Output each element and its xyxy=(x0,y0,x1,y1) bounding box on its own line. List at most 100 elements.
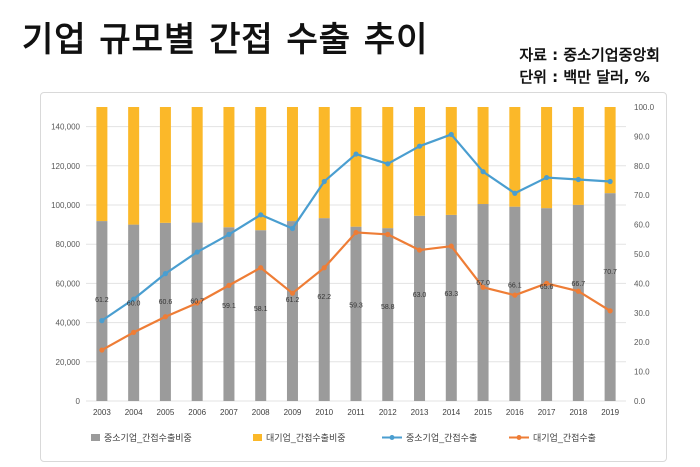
bar-large-share xyxy=(128,107,140,225)
data-label: 66.7 xyxy=(572,281,586,288)
x-tick-label: 2003 xyxy=(93,408,111,417)
bar-sme-share xyxy=(604,193,616,401)
legend-swatch xyxy=(91,434,100,441)
source-label: 자료 : 중소기업중앙회 xyxy=(519,46,660,64)
x-tick-label: 2007 xyxy=(220,408,238,417)
data-label: 67.0 xyxy=(476,280,490,287)
sme-export-point xyxy=(226,231,232,237)
large-export-point xyxy=(607,308,613,314)
bar-sme-share xyxy=(382,228,394,401)
large-export-point xyxy=(162,314,169,320)
bar-large-share xyxy=(541,107,553,209)
legend-label: 중소기업_간접수출 xyxy=(406,432,477,443)
bar-large-share xyxy=(318,107,330,219)
legend-label: 대기업_간접수출 xyxy=(533,432,596,443)
legend-swatch-marker xyxy=(516,435,522,440)
large-export-point xyxy=(131,329,137,335)
sme-export-point xyxy=(162,271,169,277)
legend-swatch xyxy=(253,434,262,441)
sme-export-point xyxy=(353,151,359,157)
bar-sme-share xyxy=(255,230,267,401)
bar-large-share xyxy=(445,107,457,215)
x-tick-label: 2009 xyxy=(284,408,302,417)
y-left-tick: 60,000 xyxy=(56,279,81,288)
large-export-point xyxy=(448,243,454,249)
y-right-tick: 30.0 xyxy=(634,309,650,318)
x-tick-label: 2011 xyxy=(347,408,365,417)
bar-large-share xyxy=(286,107,298,222)
x-tick-label: 2010 xyxy=(315,408,333,417)
bar-sme-share xyxy=(191,222,203,401)
legend-label: 중소기업_간접수출비중 xyxy=(104,432,192,443)
bar-sme-share xyxy=(286,221,298,401)
x-tick-label: 2012 xyxy=(379,408,397,417)
sme-export-point xyxy=(543,174,550,181)
x-tick-label: 2014 xyxy=(442,408,460,417)
y-right-tick: 0.0 xyxy=(634,397,646,406)
large-export-point xyxy=(321,265,327,271)
x-tick-label: 2013 xyxy=(411,408,429,417)
bar-large-share xyxy=(96,107,108,222)
bar-sme-share xyxy=(509,206,521,401)
data-label: 63.0 xyxy=(413,292,427,299)
y-right-tick: 20.0 xyxy=(634,338,650,347)
y-right-tick: 10.0 xyxy=(634,368,650,377)
bar-sme-share xyxy=(128,224,140,401)
bar-sme-share xyxy=(541,208,553,401)
bar-large-share xyxy=(572,107,584,205)
x-tick-label: 2006 xyxy=(188,408,206,417)
large-export-point xyxy=(480,284,486,290)
large-export-point xyxy=(543,280,550,286)
bar-sme-share xyxy=(318,218,330,401)
unit-label: 단위 : 백만 달러, % xyxy=(519,68,650,86)
large-export-point xyxy=(226,282,232,288)
large-export-point xyxy=(289,290,296,296)
sme-export-point xyxy=(321,178,327,185)
data-label: 58.8 xyxy=(381,304,395,311)
bar-large-share xyxy=(255,107,267,231)
bar-large-share xyxy=(159,107,171,223)
large-export-point xyxy=(194,300,200,306)
sme-export-point xyxy=(131,296,137,302)
sme-export-point xyxy=(416,143,423,149)
bar-large-share xyxy=(414,107,426,216)
y-left-tick: 40,000 xyxy=(56,319,81,328)
sme-export-point xyxy=(512,190,518,196)
y-right-tick: 60.0 xyxy=(634,221,650,230)
sme-export-point xyxy=(289,225,296,232)
bar-sme-share xyxy=(572,204,584,401)
data-label: 60.6 xyxy=(159,299,173,306)
bar-large-share xyxy=(350,107,362,227)
legend-swatch-marker xyxy=(389,435,395,440)
sme-export-point xyxy=(258,212,264,218)
bar-sme-share xyxy=(350,226,362,401)
sme-export-point xyxy=(448,131,454,138)
y-right-tick: 70.0 xyxy=(634,191,650,200)
x-tick-label: 2015 xyxy=(474,408,492,417)
data-label: 60.0 xyxy=(127,301,141,308)
chart-panel: 0 20,000 40,000 60,000 80,000 100,000 120,000 1… xyxy=(40,92,667,462)
combo-chart: 0 20,000 40,000 60,000 80,000 100,000 120,000 1… xyxy=(51,103,654,443)
bar-large-share xyxy=(223,107,235,228)
x-tick-label: 2018 xyxy=(569,408,587,417)
y-left-tick: 120,000 xyxy=(51,162,80,171)
data-label: 58.1 xyxy=(254,306,268,313)
large-export-point xyxy=(416,247,423,253)
data-label: 70.7 xyxy=(603,269,617,276)
large-export-point xyxy=(512,292,518,298)
bar-large-share xyxy=(509,107,521,207)
x-tick-label: 2008 xyxy=(252,408,270,417)
bar-sme-share xyxy=(414,215,426,401)
page-title: 기업 규모별 간접 수출 추이 xyxy=(22,20,429,60)
y-left-tick: 0 xyxy=(76,397,81,406)
data-label: 59.1 xyxy=(222,303,236,310)
sme-export-point xyxy=(385,161,391,167)
bar-sme-share xyxy=(159,222,171,401)
data-label: 60.7 xyxy=(190,299,204,306)
y-right-tick: 80.0 xyxy=(634,162,650,171)
bar-large-share xyxy=(191,107,203,223)
large-export-point xyxy=(353,229,359,236)
legend-label: 대기업_간접수출비중 xyxy=(266,432,346,443)
x-tick-label: 2004 xyxy=(125,408,143,417)
x-tick-label: 2016 xyxy=(506,408,524,417)
